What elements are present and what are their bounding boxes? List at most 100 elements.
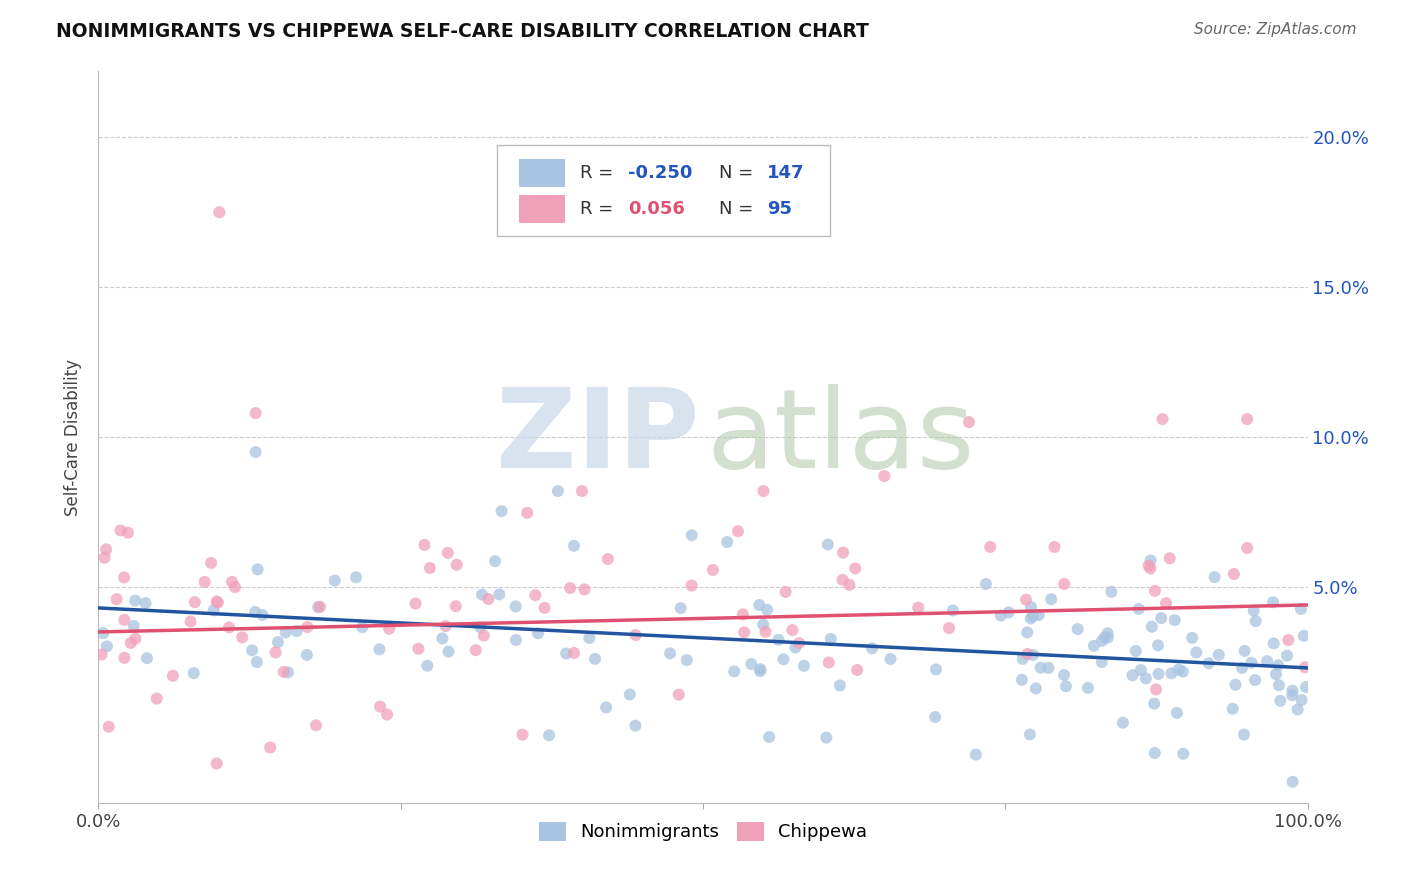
Point — [505, 599, 527, 614]
Text: N =: N = — [718, 200, 759, 218]
Point — [416, 658, 439, 673]
Text: 0.056: 0.056 — [628, 200, 685, 218]
Point — [832, 546, 855, 560]
Point — [659, 647, 682, 661]
Point — [446, 558, 468, 572]
Y-axis label: Self-Care Disability: Self-Care Disability — [65, 359, 83, 516]
Point — [245, 406, 267, 420]
Point — [1140, 620, 1163, 634]
Point — [772, 652, 794, 666]
Point — [267, 635, 290, 649]
Point — [344, 570, 367, 584]
Point — [785, 640, 807, 655]
Text: R =: R = — [579, 164, 619, 182]
Point — [375, 707, 398, 722]
Point — [432, 632, 454, 646]
Point — [752, 617, 775, 632]
Point — [1137, 558, 1160, 573]
Point — [323, 574, 346, 588]
Point — [1294, 660, 1316, 674]
Point — [194, 574, 217, 589]
Bar — [519, 160, 565, 187]
Point — [752, 483, 775, 498]
Point — [436, 546, 458, 560]
Point — [1292, 629, 1315, 643]
Point — [1097, 626, 1119, 640]
Point — [1154, 596, 1177, 610]
Point — [1286, 702, 1309, 716]
Point — [444, 599, 467, 614]
Point — [1166, 706, 1188, 720]
Point — [1129, 663, 1152, 677]
Point — [114, 650, 136, 665]
Point — [90, 648, 112, 662]
Point — [756, 603, 779, 617]
Point — [1230, 661, 1253, 675]
Point — [112, 570, 135, 584]
Point — [775, 585, 797, 599]
Point — [1291, 693, 1313, 707]
Point — [723, 665, 745, 679]
Point — [470, 620, 492, 634]
Point — [434, 619, 457, 633]
Point — [547, 483, 569, 498]
Point — [207, 595, 229, 609]
Point — [624, 628, 647, 642]
Point — [285, 624, 308, 639]
Point — [1019, 611, 1042, 625]
Point — [828, 679, 851, 693]
Point — [124, 593, 146, 607]
Point — [907, 600, 929, 615]
Point — [512, 728, 534, 742]
Point — [748, 598, 770, 612]
Point — [1150, 611, 1173, 625]
Point — [245, 605, 267, 619]
Point — [1053, 668, 1076, 682]
Point — [1015, 592, 1038, 607]
Point — [97, 720, 120, 734]
Point — [437, 644, 460, 658]
Point — [1173, 747, 1195, 761]
Point — [471, 588, 494, 602]
Point — [120, 636, 142, 650]
Point — [491, 504, 513, 518]
Point — [925, 662, 948, 676]
Point — [202, 603, 225, 617]
Point — [596, 552, 619, 566]
Point — [844, 561, 866, 575]
Point — [860, 641, 883, 656]
Point — [484, 554, 506, 568]
Point — [505, 632, 527, 647]
Point — [464, 643, 486, 657]
Point — [352, 620, 374, 634]
Point — [1121, 668, 1143, 682]
Point — [957, 415, 980, 429]
Point — [965, 747, 987, 762]
Point — [1011, 673, 1033, 687]
Point — [754, 624, 776, 639]
Text: N =: N = — [718, 164, 759, 182]
Text: 95: 95 — [768, 200, 792, 218]
Point — [782, 623, 804, 637]
Point — [245, 445, 267, 459]
FancyBboxPatch shape — [498, 145, 830, 235]
Point — [1160, 666, 1182, 681]
Text: atlas: atlas — [707, 384, 976, 491]
Point — [1295, 680, 1317, 694]
Point — [477, 592, 499, 607]
Point — [295, 648, 318, 662]
Point — [1017, 647, 1039, 661]
Point — [408, 641, 430, 656]
Point — [1147, 638, 1170, 652]
Point — [419, 561, 441, 575]
Point — [1054, 679, 1077, 693]
Point — [533, 600, 555, 615]
Point — [1125, 644, 1147, 658]
Point — [246, 562, 269, 576]
Point — [1097, 631, 1119, 645]
Point — [668, 688, 690, 702]
Point — [1277, 633, 1299, 648]
Point — [1139, 561, 1161, 575]
Point — [1017, 625, 1039, 640]
Point — [731, 607, 754, 622]
